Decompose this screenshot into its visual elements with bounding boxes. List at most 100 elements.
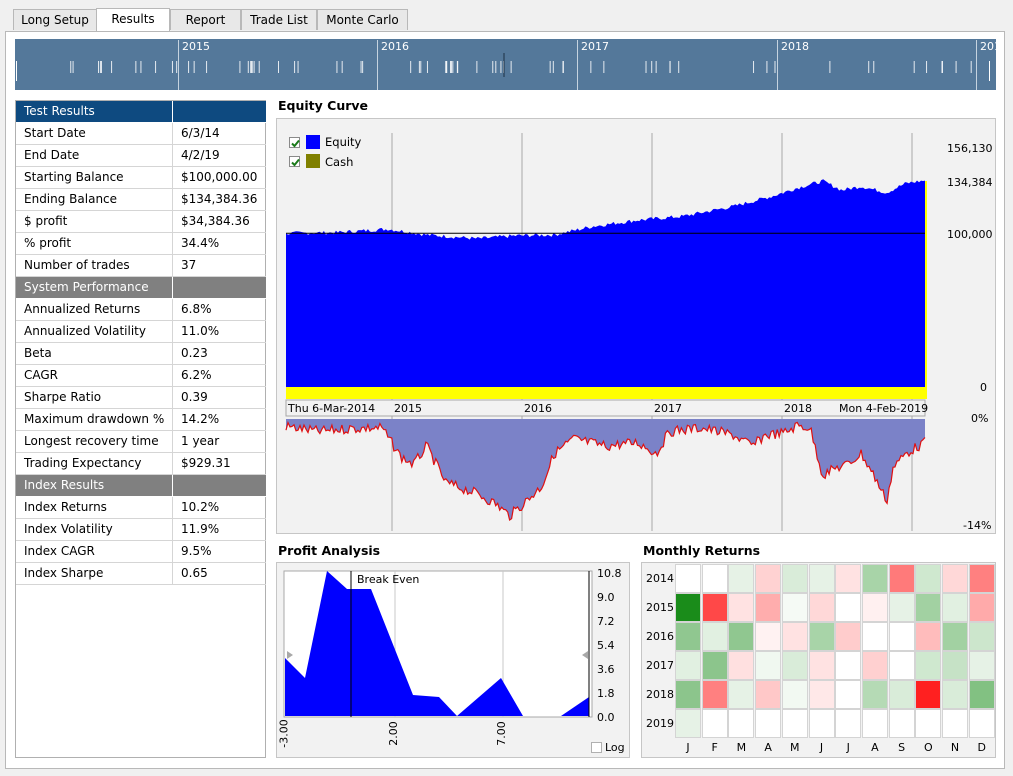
- monthly-return-cell: [675, 622, 701, 651]
- column-divider: [172, 233, 173, 255]
- monthly-return-cell: [835, 564, 862, 593]
- monthly-month-label: M: [736, 741, 747, 754]
- results-row-label: Index Returns: [24, 500, 107, 514]
- monthly-return-cell: [942, 651, 968, 680]
- results-row-value: 0.65: [181, 566, 208, 580]
- timeline-trade-markers: [70, 53, 972, 77]
- monthly-month-label: N: [950, 741, 960, 754]
- monthly-return-cell: [968, 622, 995, 651]
- results-row-label: Ending Balance: [24, 192, 118, 206]
- results-row: Index Sharpe 0.65: [16, 563, 266, 585]
- test-results-header: Test Results: [16, 101, 266, 123]
- results-row-label: Number of trades: [24, 258, 130, 272]
- monthly-return-cell: [808, 564, 835, 593]
- tab-report[interactable]: Report: [170, 9, 241, 30]
- results-row: Sharpe Ratio 0.39: [16, 387, 266, 409]
- monthly-month-label: J: [819, 741, 824, 754]
- monthly-return-cell: [968, 564, 995, 593]
- results-row: Longest recovery time 1 year: [16, 431, 266, 453]
- column-divider: [172, 277, 173, 299]
- monthly-year-label: 2017: [646, 659, 674, 672]
- monthly-returns-title: Monthly Returns: [643, 543, 761, 558]
- results-row-value: 6/3/14: [181, 126, 220, 140]
- column-divider: [172, 541, 173, 563]
- drawdown-bottom-label: -14%: [963, 519, 992, 532]
- tab-results[interactable]: Results: [96, 8, 170, 31]
- monthly-return-cell: [915, 709, 942, 738]
- timeline-navigator[interactable]: 2015 2016 2017 2018 201: [15, 39, 996, 90]
- monthly-return-cell: [861, 709, 888, 738]
- results-row-value: 0.23: [181, 346, 208, 360]
- results-row: Starting Balance $100,000.00: [16, 167, 266, 189]
- date-axis-strip: [285, 399, 926, 417]
- column-divider: [172, 167, 173, 189]
- results-row: Index CAGR 9.5%: [16, 541, 266, 563]
- drawdown-top-label: 0%: [971, 412, 989, 425]
- legend-equity-label: Equity: [325, 135, 362, 149]
- monthly-return-cell: [915, 622, 942, 651]
- timeline-right-handle[interactable]: [989, 61, 992, 81]
- results-row: Beta 0.23: [16, 343, 266, 365]
- profit-y-label: 9.0: [597, 591, 615, 604]
- monthly-month-label: F: [711, 741, 718, 754]
- right-scroll-arrow: [582, 651, 588, 659]
- date-year-label: 2016: [524, 402, 552, 415]
- tab-trade-list[interactable]: Trade List: [241, 9, 317, 30]
- break-even-label: Break Even: [357, 573, 420, 586]
- monthly-return-cell: [915, 593, 942, 622]
- date-year-label: 2018: [784, 402, 812, 415]
- profit-y-label: 5.4: [597, 639, 615, 652]
- monthly-return-cell: [942, 593, 968, 622]
- results-row: $ profit $34,384.36: [16, 211, 266, 233]
- equity-y-label: 100,000: [947, 228, 993, 241]
- monthly-return-cell: [701, 564, 728, 593]
- test-results-header-label: Test Results: [24, 104, 95, 118]
- column-divider: [172, 519, 173, 541]
- monthly-return-cell: [888, 593, 915, 622]
- equity-swatch: [306, 135, 320, 149]
- results-row-label: Start Date: [24, 126, 86, 140]
- column-divider: [172, 365, 173, 387]
- log-checkbox[interactable]: [591, 742, 602, 753]
- profit-histogram-area: [285, 571, 589, 716]
- monthly-year-label: 2015: [646, 601, 674, 614]
- profit-histogram: [283, 570, 593, 718]
- equity-curve-panel: Equity Cash 156,130 134,384 100,000 0 Th…: [276, 118, 996, 534]
- profit-analysis-panel: Break Even 10.8 9.0 7.2 5.4 3.6 1.8 0.0 …: [276, 562, 630, 758]
- profit-y-label: 10.8: [597, 567, 622, 580]
- timeline-left-handle[interactable]: [16, 61, 19, 81]
- results-row-label: Trading Expectancy: [24, 456, 142, 470]
- monthly-return-cell: [942, 564, 968, 593]
- equity-checkbox[interactable]: [289, 137, 300, 148]
- monthly-return-cell: [915, 651, 942, 680]
- results-row-value: $34,384.36: [181, 214, 250, 228]
- monthly-return-cell: [835, 593, 862, 622]
- results-row-label: Beta: [24, 346, 52, 360]
- tab-long-setup[interactable]: Long Setup: [13, 9, 97, 30]
- system-performance-header-label: System Performance: [24, 280, 149, 294]
- monthly-return-cell: [808, 680, 835, 709]
- column-divider: [172, 387, 173, 409]
- monthly-return-cell: [861, 680, 888, 709]
- monthly-return-cell: [701, 651, 728, 680]
- results-row-label: CAGR: [24, 368, 59, 382]
- monthly-return-cell: [888, 680, 915, 709]
- column-divider: [172, 101, 173, 123]
- monthly-return-cell: [781, 680, 808, 709]
- column-divider: [172, 211, 173, 233]
- monthly-return-cell: [701, 593, 728, 622]
- monthly-return-cell: [701, 709, 728, 738]
- profit-y-label: 1.8: [597, 687, 615, 700]
- profit-x-label: 2.00: [386, 721, 400, 746]
- results-row-value: 14.2%: [181, 412, 220, 426]
- cash-checkbox[interactable]: [289, 156, 300, 167]
- monthly-return-cell: [675, 709, 701, 738]
- results-row: % profit 34.4%: [16, 233, 266, 255]
- column-divider: [172, 431, 173, 453]
- results-row: Annualized Volatility 11.0%: [16, 321, 266, 343]
- tab-monte-carlo[interactable]: Monte Carlo: [317, 9, 408, 30]
- results-row: Annualized Returns 6.8%: [16, 299, 266, 321]
- monthly-return-cell: [728, 651, 755, 680]
- monthly-return-cell: [835, 680, 862, 709]
- results-row-value: 37: [181, 258, 197, 272]
